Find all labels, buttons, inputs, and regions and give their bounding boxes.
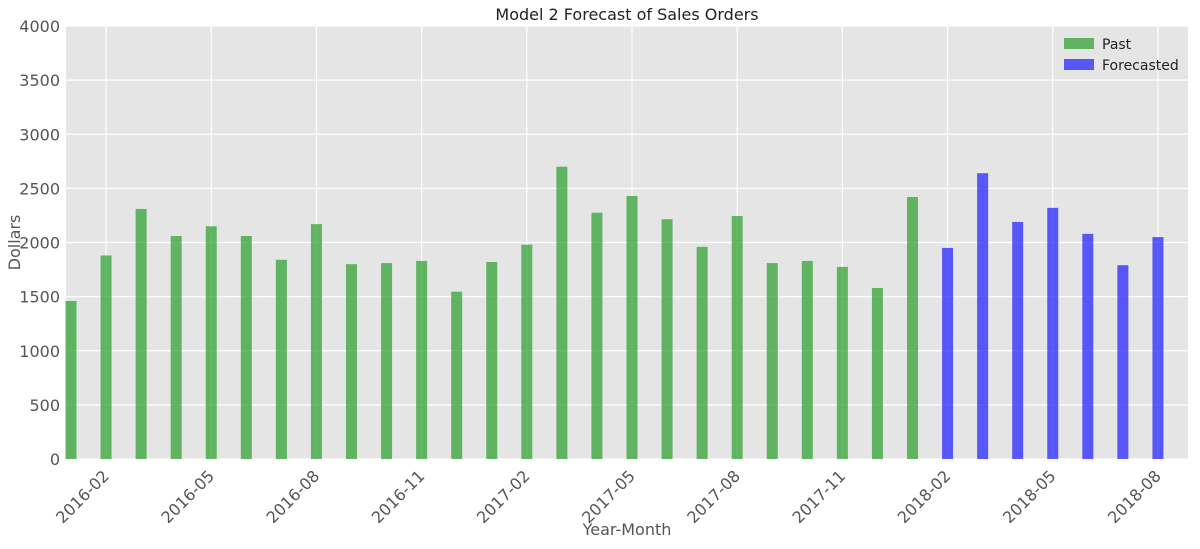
- bar-forecasted: [1117, 265, 1129, 459]
- y-tick-label: 3500: [19, 71, 60, 90]
- bar-forecasted: [1012, 221, 1024, 459]
- bar-forecasted: [1047, 207, 1059, 459]
- bar-past: [626, 195, 638, 459]
- bar-past: [100, 255, 112, 459]
- y-tick-label: 1000: [19, 342, 60, 361]
- bar-past: [310, 224, 322, 459]
- bar-forecasted: [942, 247, 954, 459]
- bar-past: [836, 266, 848, 459]
- bar-past: [135, 208, 147, 459]
- y-tick-label: 3000: [19, 125, 60, 144]
- bar-past: [907, 197, 918, 459]
- y-axis-label: Dollars: [5, 215, 24, 271]
- bar-past: [65, 300, 77, 459]
- x-axis-label: Year-Month: [582, 520, 672, 539]
- y-tick-label: 4000: [19, 17, 60, 36]
- bar-past: [521, 244, 533, 459]
- x-tick-label: 2018-02: [894, 466, 955, 527]
- chart-title: Model 2 Forecast of Sales Orders: [495, 5, 758, 24]
- bar-past: [275, 259, 287, 459]
- bar-forecasted: [1152, 237, 1164, 459]
- y-tick-label: 2000: [19, 234, 60, 253]
- x-tick-label: 2018-05: [999, 466, 1060, 527]
- bar-past: [170, 236, 182, 459]
- y-tick-label: 2500: [19, 179, 60, 198]
- x-tick-label: 2017-05: [578, 466, 639, 527]
- bar-past: [696, 246, 708, 459]
- bar-past: [486, 261, 498, 459]
- x-tick-label: 2016-11: [368, 466, 429, 527]
- bar-past: [801, 260, 813, 459]
- x-tick-label: 2016-05: [157, 466, 218, 527]
- x-tick-label: 2016-08: [263, 466, 324, 527]
- bar-past: [661, 219, 673, 459]
- legend-label-forecasted: Forecasted: [1102, 58, 1179, 74]
- bar-forecasted: [977, 173, 989, 459]
- bar-past: [346, 264, 357, 459]
- x-tick-label: 2017-02: [473, 466, 534, 527]
- bar-past: [766, 263, 778, 459]
- bar-past: [591, 212, 603, 459]
- bar-past: [731, 215, 743, 459]
- y-tick-label: 1500: [19, 288, 60, 307]
- bar-past: [871, 287, 883, 459]
- bar-past: [381, 263, 393, 459]
- x-tick-label: 2016-02: [52, 466, 113, 527]
- bar-past: [451, 291, 463, 459]
- bar-past: [205, 226, 217, 459]
- x-tick-label: 2018-08: [1104, 466, 1165, 527]
- bar-past: [556, 166, 568, 459]
- bar-past: [240, 236, 252, 459]
- bar-past: [416, 260, 428, 459]
- y-tick-label: 0: [50, 450, 60, 469]
- y-tick-label: 500: [29, 396, 60, 415]
- x-tick-label: 2017-08: [683, 466, 744, 527]
- legend-label-past: Past: [1102, 37, 1132, 53]
- x-tick-label: 2017-11: [788, 466, 849, 527]
- legend-swatch-forecasted: [1064, 59, 1094, 70]
- legend-swatch-past: [1064, 38, 1094, 49]
- bar-forecasted: [1082, 233, 1094, 459]
